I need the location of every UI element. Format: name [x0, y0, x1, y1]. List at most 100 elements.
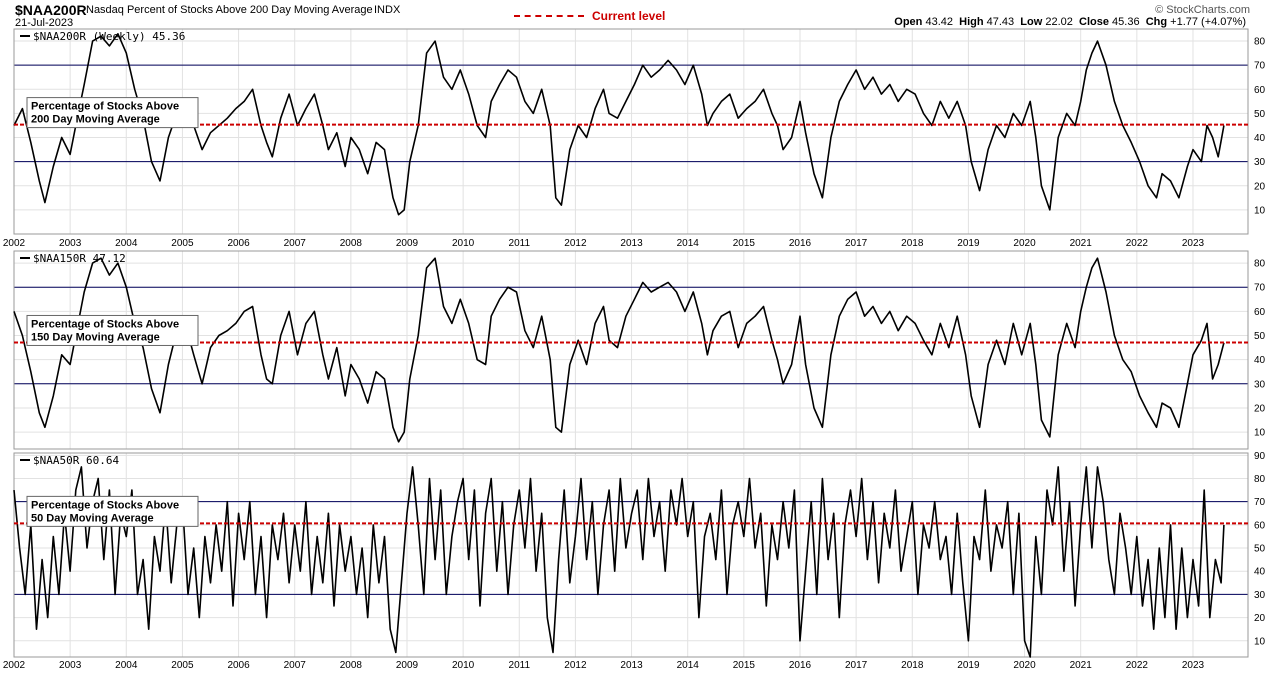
x-tick-label: 2008	[340, 238, 363, 249]
close-label: Close	[1079, 16, 1109, 28]
chart-exchange: INDX	[374, 4, 401, 16]
x-tick-label: 2017	[845, 238, 868, 249]
annotation-box	[26, 495, 199, 527]
y-tick-label: 70	[1254, 283, 1266, 294]
current-level-legend-label: Current level	[592, 9, 666, 23]
x-tick-label: 2015	[733, 660, 756, 671]
x-tick-label: 2003	[59, 238, 82, 249]
panel-3: 10 20 30 40 50 60 70 80 90 $NAA50R 60.64 Percentag…	[3, 451, 1266, 671]
x-tick-label: 2005	[171, 238, 194, 249]
x-tick-label: 2016	[789, 660, 812, 671]
y-tick-label: 80	[1254, 474, 1266, 485]
panel-label: $NAA200R (Weekly) 45.36	[33, 30, 185, 43]
x-tick-label: 2012	[564, 660, 587, 671]
x-tick-label: 2013	[620, 238, 643, 249]
panel-frame	[13, 28, 1249, 235]
panel-2: 10 20 30 40 50 60 70 80 $NAA150R 47.12 Percentage…	[13, 250, 1266, 450]
x-tick-label: 2021	[1070, 238, 1093, 249]
annotation-box	[26, 314, 199, 346]
x-tick-label: 2010	[452, 238, 475, 249]
x-tick-label: 2018	[901, 238, 924, 249]
x-tick-label: 2010	[452, 660, 475, 671]
annotation-text: 50 Day Moving Average	[31, 512, 154, 524]
y-tick-label: 80	[1254, 37, 1266, 48]
y-tick-label: 80	[1254, 259, 1266, 270]
y-tick-label: 20	[1254, 181, 1266, 192]
annotation-text: Percentage of Stocks Above	[31, 101, 179, 113]
annotation-box	[26, 97, 199, 129]
y-tick-label: 60	[1254, 85, 1266, 96]
y-tick-label: 20	[1254, 613, 1266, 624]
x-tick-label: 2008	[340, 660, 363, 671]
x-tick-label: 2023	[1182, 660, 1205, 671]
series-line	[13, 257, 1225, 443]
x-tick-label: 2005	[171, 660, 194, 671]
x-tick-label: 2014	[677, 660, 700, 671]
y-tick-label: 30	[1254, 157, 1266, 168]
x-tick-label: 2019	[957, 660, 980, 671]
close-value: 45.36	[1112, 16, 1140, 28]
x-tick-label: 2019	[957, 238, 980, 249]
y-tick-label: 10	[1254, 636, 1266, 647]
y-tick-label: 30	[1254, 379, 1266, 390]
x-tick-label: 2002	[3, 238, 26, 249]
x-tick-label: 2021	[1070, 660, 1093, 671]
x-tick-label: 2016	[789, 238, 812, 249]
chart-description: Nasdaq Percent of Stocks Above 200 Day M…	[86, 4, 373, 16]
x-tick-label: 2006	[227, 660, 250, 671]
y-tick-label: 10	[1254, 428, 1266, 439]
chg-label: Chg	[1145, 16, 1168, 28]
y-tick-label: 10	[1254, 205, 1266, 216]
y-tick-label: 90	[1254, 451, 1266, 462]
x-tick-label: 2004	[115, 238, 138, 249]
panel-frame	[13, 250, 1249, 450]
panel-label: $NAA50R 60.64	[33, 454, 119, 467]
x-tick-label: 2007	[284, 660, 307, 671]
series-line	[13, 466, 1225, 658]
x-tick-label: 2014	[677, 238, 700, 249]
x-tick-label: 2017	[845, 660, 868, 671]
x-tick-label: 2020	[1013, 660, 1036, 671]
low-value: 22.02	[1045, 16, 1073, 28]
y-tick-label: 50	[1254, 331, 1266, 342]
open-label: Open	[894, 16, 923, 28]
panel-label: $NAA150R 47.12	[33, 252, 126, 265]
x-tick-label: 2011	[509, 238, 531, 249]
panel-1: 10 20 30 40 50 60 70 80 $NAA200R (Weekly) 45.36 P…	[3, 28, 1266, 249]
y-tick-label: 70	[1254, 497, 1266, 508]
open-value: 43.42	[925, 16, 953, 28]
high-value: 47.43	[986, 16, 1015, 28]
y-tick-label: 60	[1254, 520, 1266, 531]
x-tick-label: 2022	[1126, 238, 1149, 249]
x-tick-label: 2002	[3, 660, 26, 671]
x-tick-label: 2018	[901, 660, 924, 671]
y-tick-label: 60	[1254, 307, 1266, 318]
x-tick-label: 2004	[115, 660, 138, 671]
annotation-text: Percentage of Stocks Above	[31, 499, 179, 511]
series-line	[13, 33, 1225, 216]
panel-frame	[13, 452, 1249, 658]
y-tick-label: 70	[1254, 61, 1266, 72]
annotation-text: 200 Day Moving Average	[31, 114, 160, 126]
x-tick-label: 2011	[509, 660, 531, 671]
x-tick-label: 2003	[59, 660, 82, 671]
chart-date: 21-Jul-2023	[15, 17, 74, 29]
x-tick-label: 2023	[1182, 238, 1205, 249]
annotation-text: 150 Day Moving Average	[31, 331, 160, 343]
low-label: Low	[1020, 16, 1043, 28]
copyright: © StockCharts.com	[1155, 4, 1250, 16]
x-tick-label: 2009	[396, 238, 419, 249]
chg-value: +1.77 (+4.07%)	[1170, 16, 1246, 28]
x-tick-label: 2009	[396, 660, 419, 671]
x-tick-label: 2022	[1126, 660, 1149, 671]
y-tick-label: 40	[1254, 355, 1266, 366]
y-tick-label: 40	[1254, 567, 1266, 578]
annotation-text: Percentage of Stocks Above	[31, 318, 179, 330]
y-tick-label: 30	[1254, 590, 1266, 601]
y-tick-label: 40	[1254, 133, 1266, 144]
quote-summary: Open 43.42 High 47.43 Low 22.02 Close 45…	[894, 16, 1246, 28]
chart-symbol: $NAA200R	[15, 2, 87, 18]
x-tick-label: 2012	[564, 238, 587, 249]
y-tick-label: 20	[1254, 403, 1266, 414]
